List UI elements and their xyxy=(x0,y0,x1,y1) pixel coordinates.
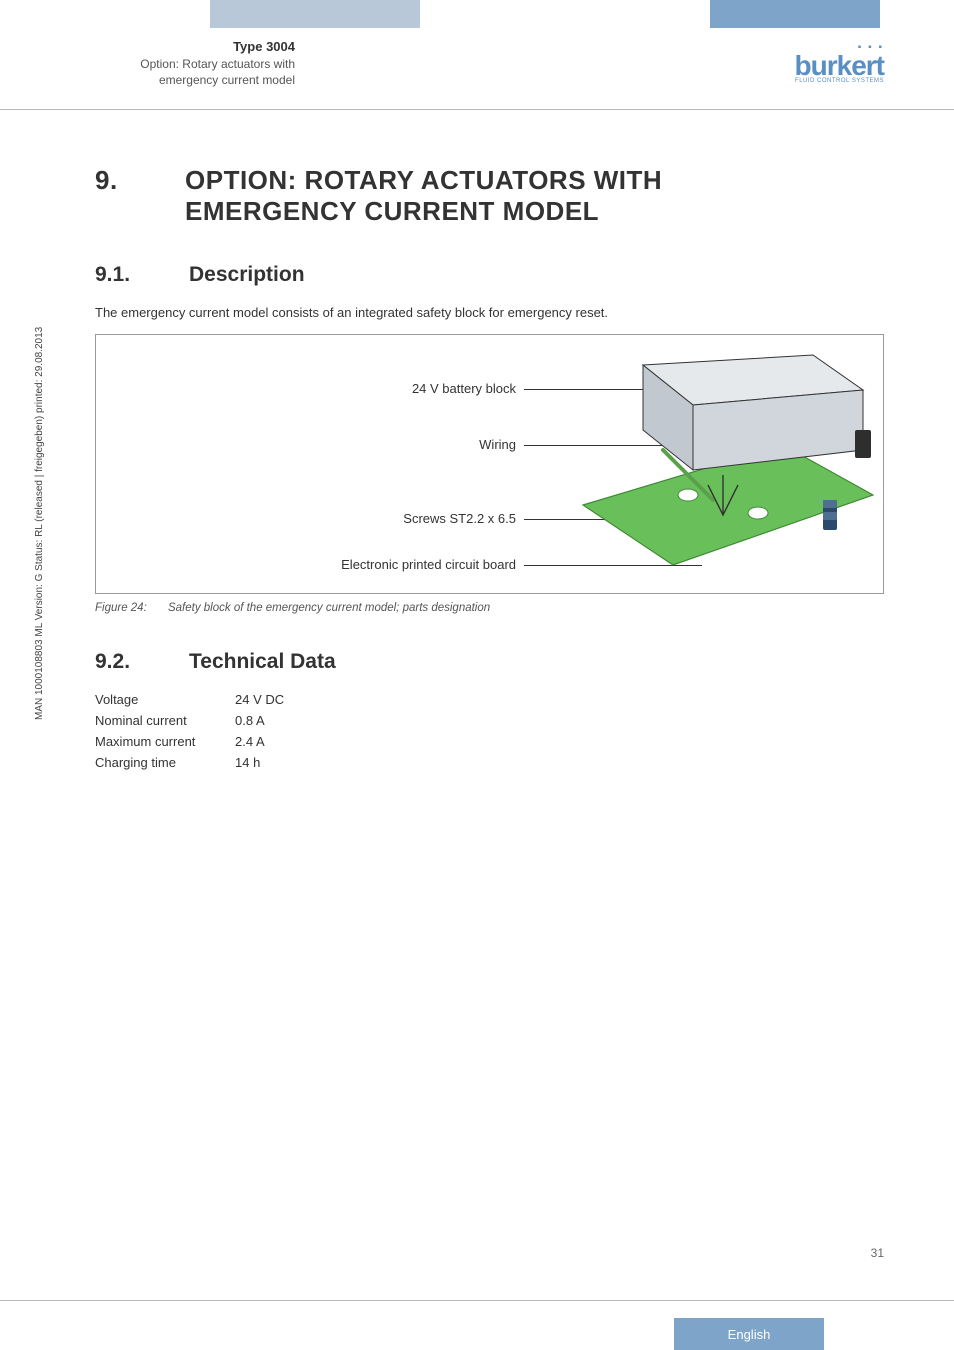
top-banner xyxy=(0,0,954,28)
banner-segment xyxy=(420,0,710,28)
table-key: Maximum current xyxy=(95,734,235,749)
table-value: 2.4 A xyxy=(235,734,265,749)
table-row: Charging time14 h xyxy=(95,755,884,770)
table-key: Charging time xyxy=(95,755,235,770)
page-content: 9. OPTION: ROTARY ACTUATORS WITH EMERGEN… xyxy=(95,165,884,776)
side-meta-text: MAN 1000108803 ML Version: G Status: RL … xyxy=(34,327,45,720)
type-title: Type 3004 xyxy=(0,38,295,56)
banner-segment xyxy=(0,0,210,28)
figure-box: 24 V battery block Wiring Screws ST2.2 x… xyxy=(95,334,884,594)
table-value: 0.8 A xyxy=(235,713,265,728)
label-pcb: Electronic printed circuit board xyxy=(341,557,516,572)
figure-illustration xyxy=(523,335,883,593)
logo-word: burkert xyxy=(795,53,884,78)
subsection-title: Technical Data xyxy=(189,650,336,674)
section-heading: 9. OPTION: ROTARY ACTUATORS WITH EMERGEN… xyxy=(95,165,884,227)
header-subtitle-1: Option: Rotary actuators with xyxy=(0,56,295,72)
safety-block-icon xyxy=(523,335,883,595)
figure-labels: 24 V battery block Wiring Screws ST2.2 x… xyxy=(96,335,516,593)
subsection-9-2: 9.2. Technical Data xyxy=(95,650,884,674)
section-title: OPTION: ROTARY ACTUATORS WITH EMERGENCY … xyxy=(185,165,662,227)
banner-segment xyxy=(210,0,420,28)
table-row: Nominal current0.8 A xyxy=(95,713,884,728)
section-number: 9. xyxy=(95,165,135,227)
figure-caption: Figure 24: Safety block of the emergency… xyxy=(95,602,884,614)
description-body: The emergency current model consists of … xyxy=(95,305,884,320)
label-screws: Screws ST2.2 x 6.5 xyxy=(403,511,516,526)
subsection-title: Description xyxy=(189,263,305,287)
table-value: 24 V DC xyxy=(235,692,284,707)
banner-segment xyxy=(710,0,880,28)
subsection-number: 9.1. xyxy=(95,263,145,287)
page-footer: English xyxy=(0,1300,954,1350)
language-tag: English xyxy=(674,1318,824,1350)
table-row: Maximum current2.4 A xyxy=(95,734,884,749)
banner-segment xyxy=(880,0,954,28)
table-value: 14 h xyxy=(235,755,260,770)
figure-caption-text: Safety block of the emergency current mo… xyxy=(168,602,490,614)
figure-number: Figure 24: xyxy=(95,602,147,614)
page-number: 31 xyxy=(871,1246,884,1260)
label-wiring: Wiring xyxy=(479,437,516,452)
logo: ▪ ▪ ▪ burkert FLUID CONTROL SYSTEMS xyxy=(795,42,884,84)
technical-data-table: Voltage24 V DCNominal current0.8 AMaximu… xyxy=(95,692,884,770)
page-header: Type 3004 Option: Rotary actuators with … xyxy=(0,28,954,110)
table-key: Voltage xyxy=(95,692,235,707)
subsection-number: 9.2. xyxy=(95,650,145,674)
subsection-9-1: 9.1. Description xyxy=(95,263,884,287)
header-subtitle-2: emergency current model xyxy=(0,72,295,88)
table-key: Nominal current xyxy=(95,713,235,728)
table-row: Voltage24 V DC xyxy=(95,692,884,707)
logo-subtitle: FLUID CONTROL SYSTEMS xyxy=(795,78,884,84)
header-type-block: Type 3004 Option: Rotary actuators with … xyxy=(0,38,295,88)
label-battery: 24 V battery block xyxy=(412,381,516,396)
